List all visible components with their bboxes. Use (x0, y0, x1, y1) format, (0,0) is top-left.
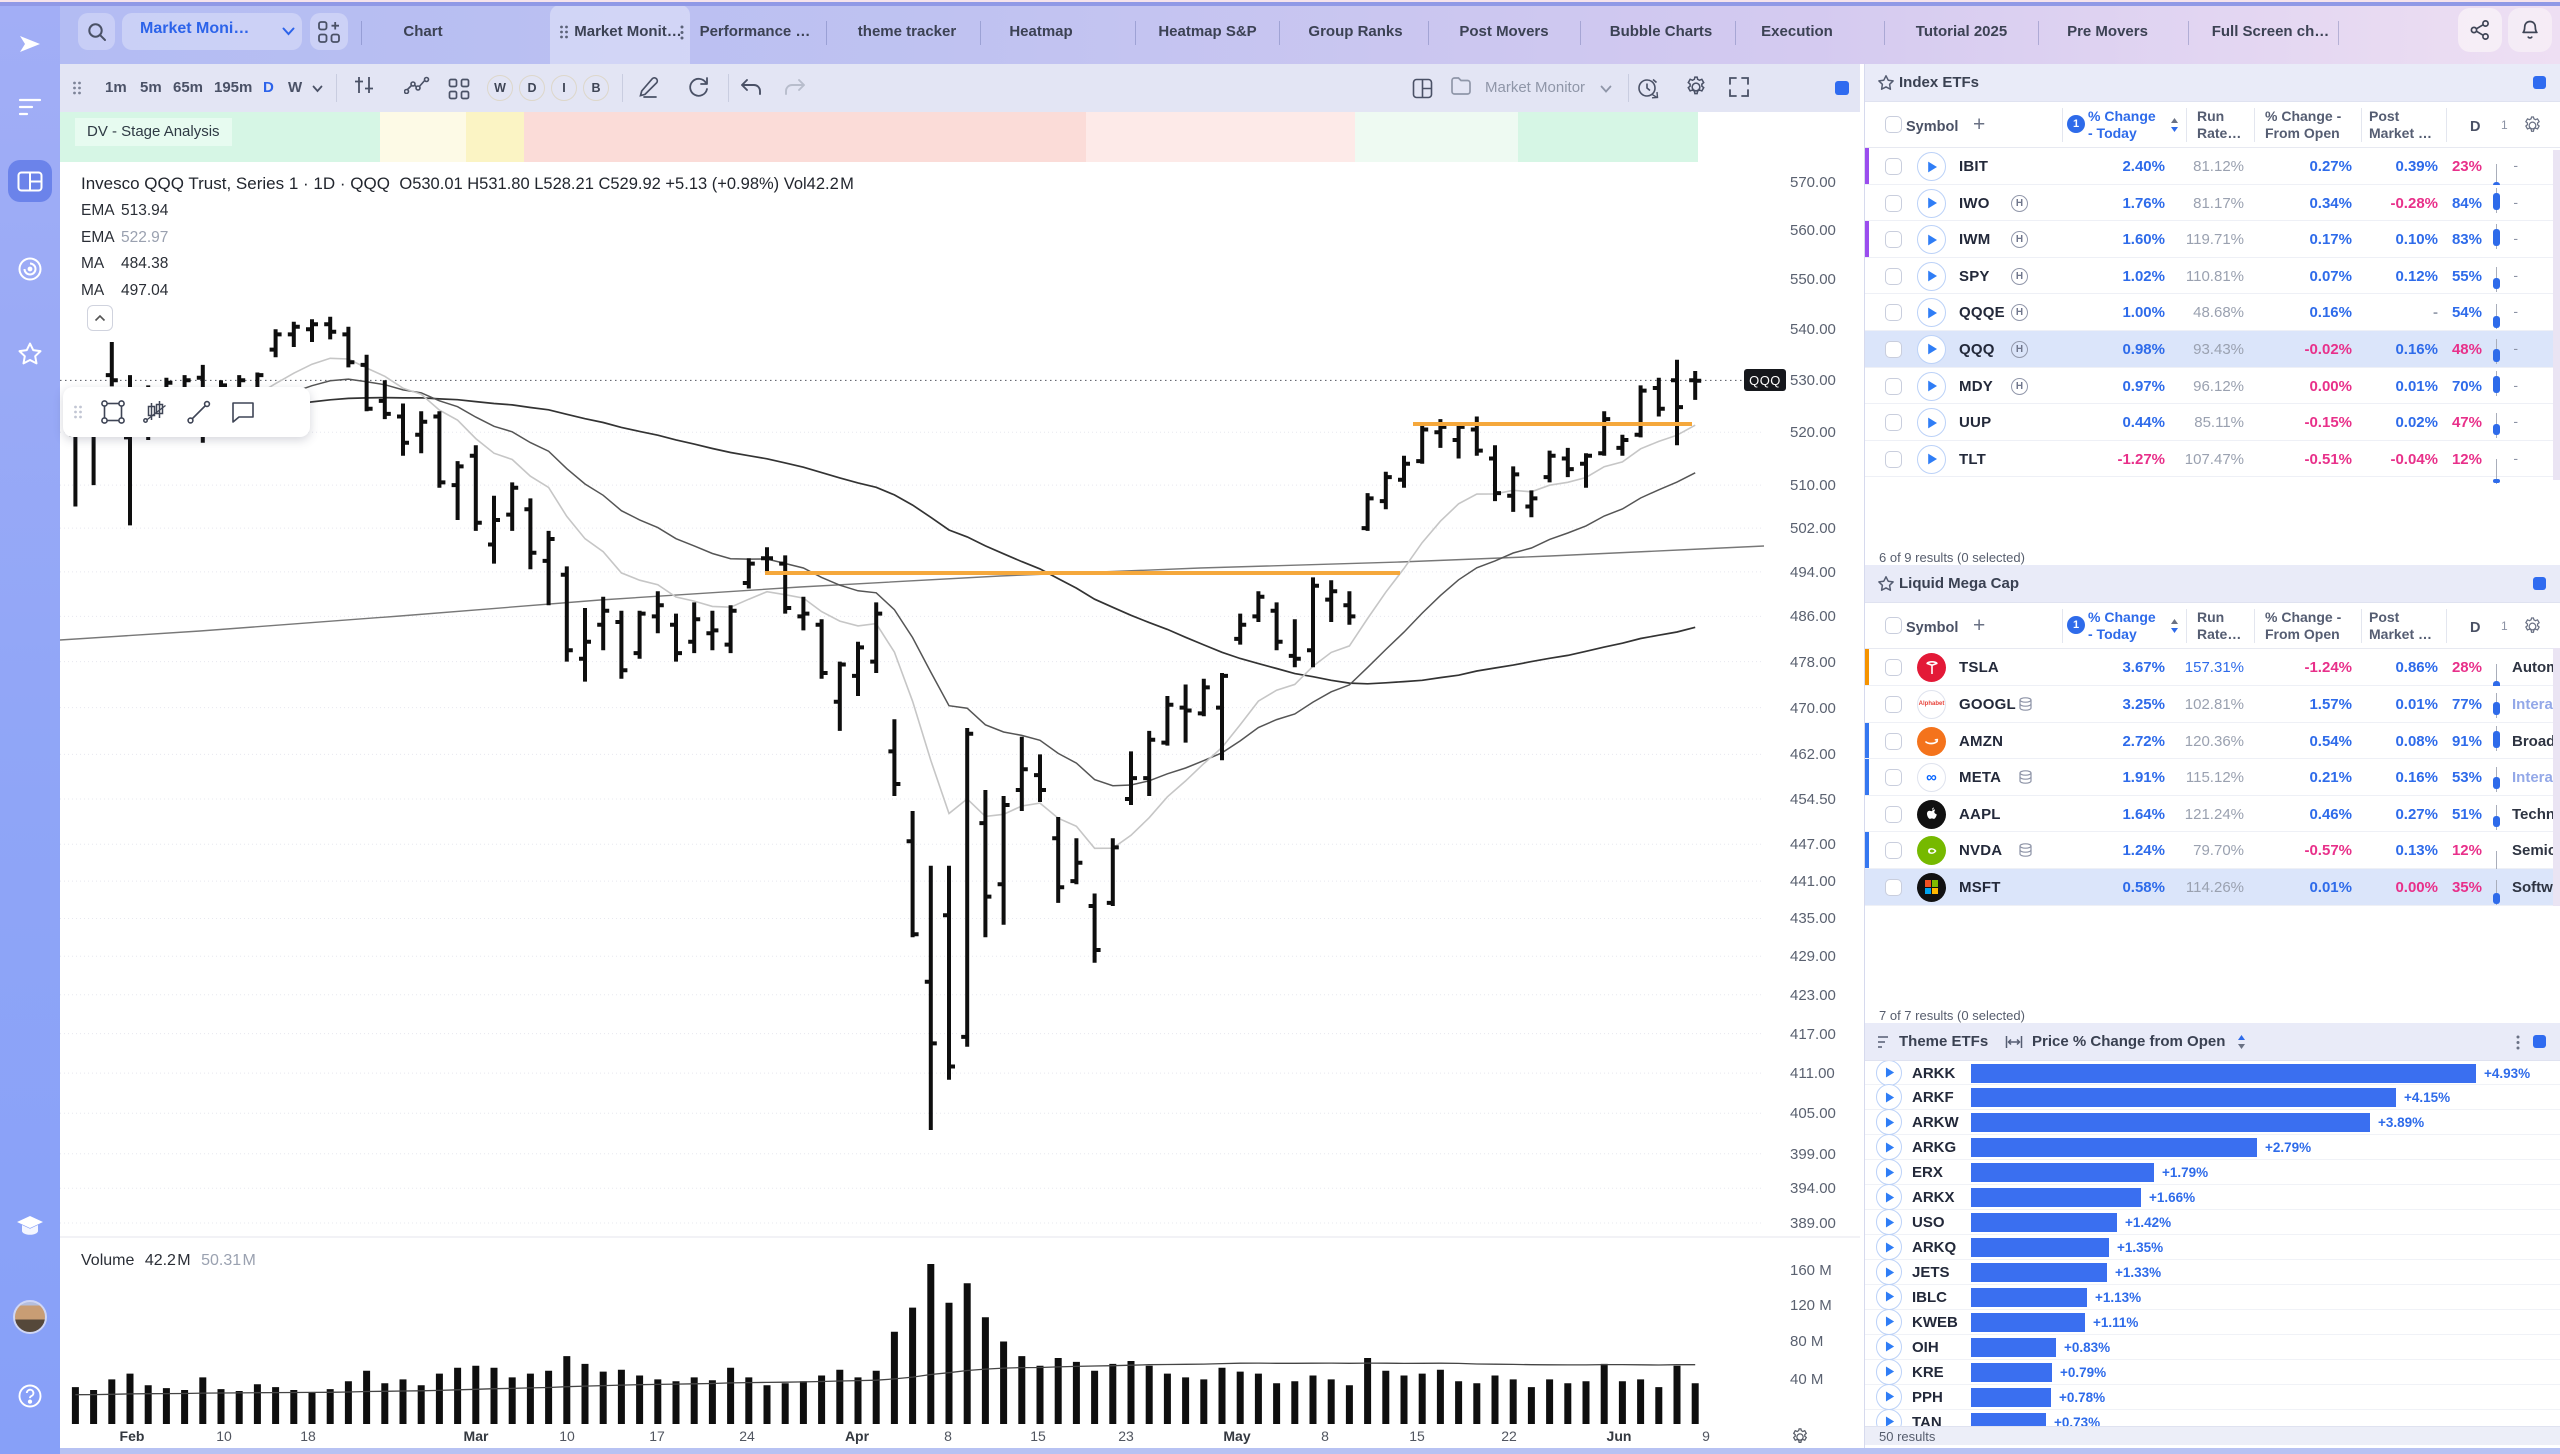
svg-text:40 M: 40 M (1790, 1371, 1823, 1388)
svg-text:9: 9 (1702, 1428, 1710, 1444)
svg-text:502.00: 502.00 (1790, 520, 1836, 537)
svg-text:441.00: 441.00 (1790, 873, 1836, 890)
svg-text:405.00: 405.00 (1790, 1105, 1836, 1122)
svg-text:160 M: 160 M (1790, 1262, 1832, 1279)
svg-text:120 M: 120 M (1790, 1297, 1832, 1314)
svg-text:520.00: 520.00 (1790, 424, 1836, 441)
svg-text:399.00: 399.00 (1790, 1146, 1836, 1163)
svg-text:435.00: 435.00 (1790, 910, 1836, 927)
svg-text:486.00: 486.00 (1790, 608, 1836, 625)
svg-text:540.00: 540.00 (1790, 321, 1836, 338)
svg-text:550.00: 550.00 (1790, 271, 1836, 288)
svg-text:417.00: 417.00 (1790, 1026, 1836, 1043)
svg-text:Jun: Jun (1607, 1428, 1632, 1444)
svg-text:8: 8 (1321, 1428, 1329, 1444)
svg-text:15: 15 (1030, 1428, 1046, 1444)
svg-text:494.00: 494.00 (1790, 564, 1836, 581)
svg-text:462.00: 462.00 (1790, 746, 1836, 763)
svg-text:Feb: Feb (120, 1428, 145, 1444)
svg-text:454.50: 454.50 (1790, 791, 1836, 808)
svg-text:Apr: Apr (845, 1428, 870, 1444)
svg-text:560.00: 560.00 (1790, 222, 1836, 239)
svg-text:May: May (1223, 1428, 1250, 1444)
svg-text:570.00: 570.00 (1790, 174, 1836, 191)
svg-text:389.00: 389.00 (1790, 1215, 1836, 1232)
svg-text:510.00: 510.00 (1790, 477, 1836, 494)
svg-text:22: 22 (1501, 1428, 1517, 1444)
svg-text:80 M: 80 M (1790, 1333, 1823, 1350)
svg-text:394.00: 394.00 (1790, 1180, 1836, 1197)
svg-text:10: 10 (216, 1428, 232, 1444)
svg-text:429.00: 429.00 (1790, 948, 1836, 965)
svg-text:470.00: 470.00 (1790, 700, 1836, 717)
svg-text:423.00: 423.00 (1790, 987, 1836, 1004)
svg-text:530.00: 530.00 (1790, 372, 1836, 389)
svg-text:411.00: 411.00 (1790, 1065, 1835, 1082)
svg-text:17: 17 (649, 1428, 665, 1444)
svg-text:24: 24 (739, 1428, 755, 1444)
svg-text:18: 18 (300, 1428, 316, 1444)
svg-text:478.00: 478.00 (1790, 654, 1836, 671)
svg-text:23: 23 (1118, 1428, 1134, 1444)
svg-text:Mar: Mar (464, 1428, 489, 1444)
svg-text:15: 15 (1409, 1428, 1425, 1444)
svg-text:8: 8 (944, 1428, 952, 1444)
svg-text:10: 10 (559, 1428, 575, 1444)
svg-text:447.00: 447.00 (1790, 836, 1836, 853)
svg-text:QQQ: QQQ (1749, 373, 1781, 388)
